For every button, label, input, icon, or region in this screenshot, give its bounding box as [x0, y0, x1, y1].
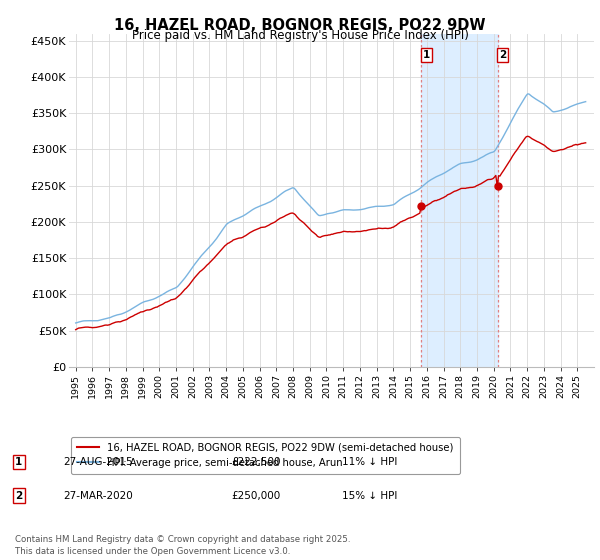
Text: 1: 1 — [15, 457, 22, 467]
Text: 27-MAR-2020: 27-MAR-2020 — [63, 491, 133, 501]
Text: 27-AUG-2015: 27-AUG-2015 — [63, 457, 133, 467]
Text: 2: 2 — [499, 50, 506, 60]
Text: £222,500: £222,500 — [231, 457, 281, 467]
Text: 16, HAZEL ROAD, BOGNOR REGIS, PO22 9DW: 16, HAZEL ROAD, BOGNOR REGIS, PO22 9DW — [114, 18, 486, 34]
Text: Contains HM Land Registry data © Crown copyright and database right 2025.
This d: Contains HM Land Registry data © Crown c… — [15, 535, 350, 556]
Text: 11% ↓ HPI: 11% ↓ HPI — [342, 457, 397, 467]
Text: 2: 2 — [15, 491, 22, 501]
Text: 1: 1 — [422, 50, 430, 60]
Text: 15% ↓ HPI: 15% ↓ HPI — [342, 491, 397, 501]
Bar — [421, 34, 498, 367]
Legend: 16, HAZEL ROAD, BOGNOR REGIS, PO22 9DW (semi-detached house), HPI: Average price: 16, HAZEL ROAD, BOGNOR REGIS, PO22 9DW (… — [71, 437, 460, 474]
Text: Price paid vs. HM Land Registry's House Price Index (HPI): Price paid vs. HM Land Registry's House … — [131, 29, 469, 42]
Text: £250,000: £250,000 — [231, 491, 280, 501]
